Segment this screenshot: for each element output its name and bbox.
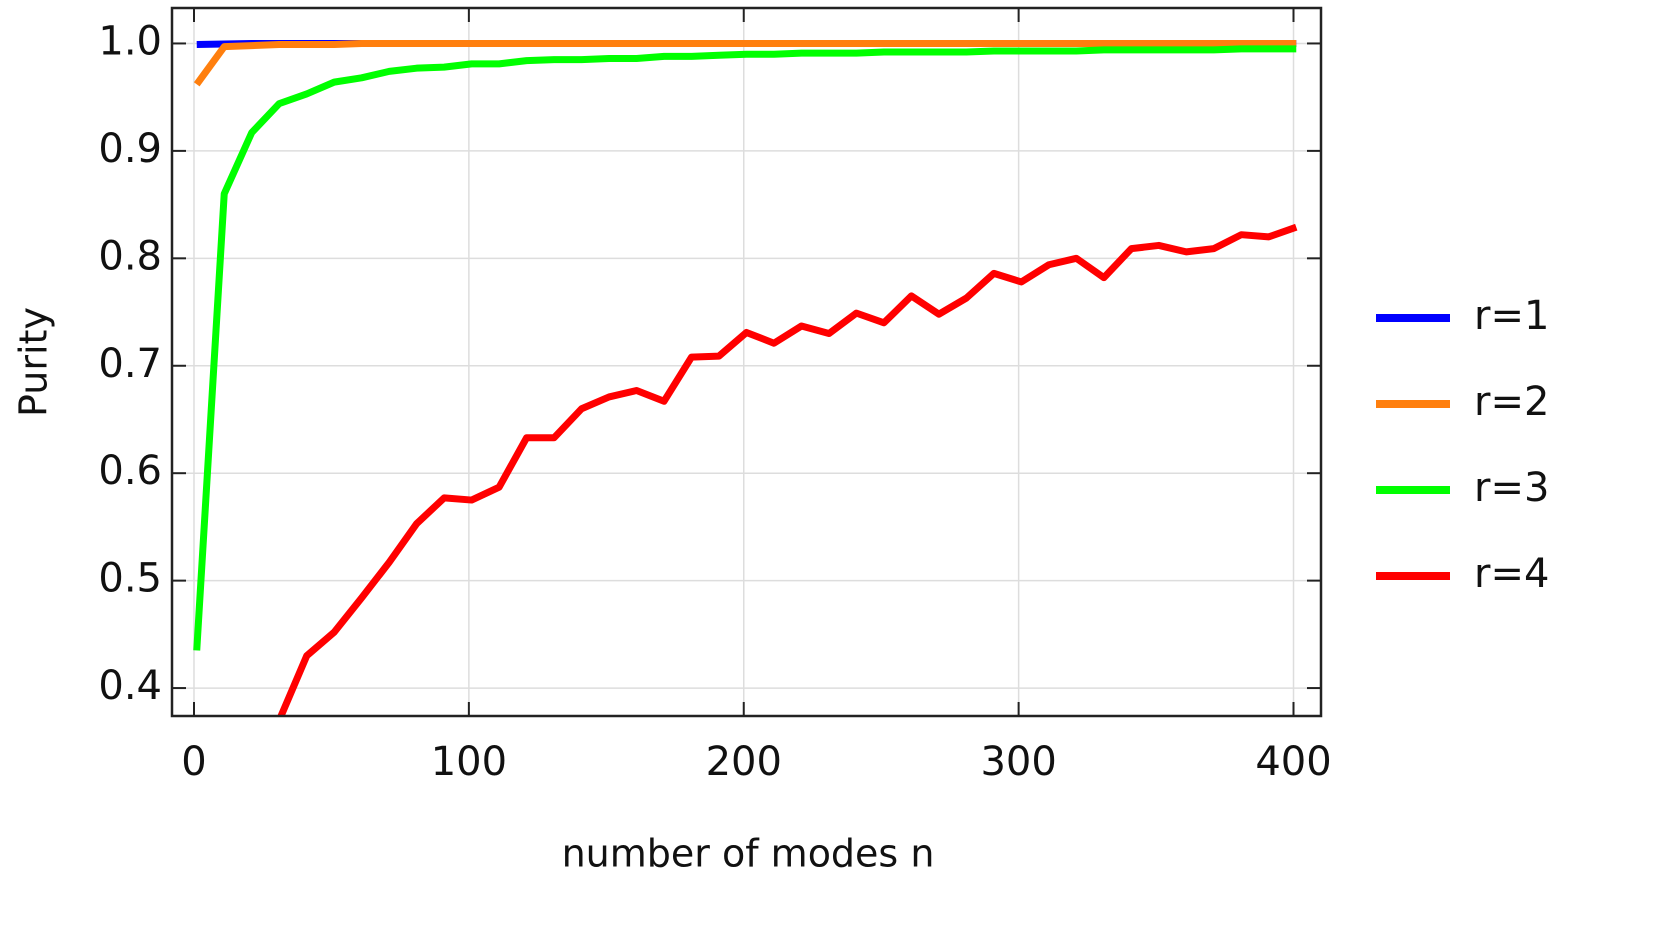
plot-frame xyxy=(170,6,1323,718)
series-line xyxy=(277,223,1298,716)
y-tick-label: 0.4 xyxy=(98,663,162,709)
series-line xyxy=(193,39,1297,87)
y-tick-label: 0.7 xyxy=(98,341,162,387)
legend-label: r=2 xyxy=(1474,379,1549,425)
y-axis-label: Purity xyxy=(12,307,56,417)
x-tick-label: 400 xyxy=(1255,739,1331,785)
y-tick-label: 0.9 xyxy=(98,126,162,172)
legend-label: r=3 xyxy=(1474,465,1549,511)
y-tick-label: 0.5 xyxy=(98,556,162,602)
plot-lines xyxy=(193,39,1298,716)
y-tick-label: 0.8 xyxy=(98,233,162,279)
x-tick-label: 0 xyxy=(181,739,206,785)
y-tick-label: 1.0 xyxy=(98,18,162,64)
x-axis-label: number of modes n xyxy=(562,832,935,876)
x-tick-label: 200 xyxy=(706,739,782,785)
x-tick-label: 300 xyxy=(980,739,1056,785)
x-tick-label: 100 xyxy=(431,739,507,785)
legend-label: r=1 xyxy=(1474,293,1549,339)
legend-label: r=4 xyxy=(1474,551,1549,597)
series-line xyxy=(193,45,1297,651)
y-tick-label: 0.6 xyxy=(98,448,162,494)
